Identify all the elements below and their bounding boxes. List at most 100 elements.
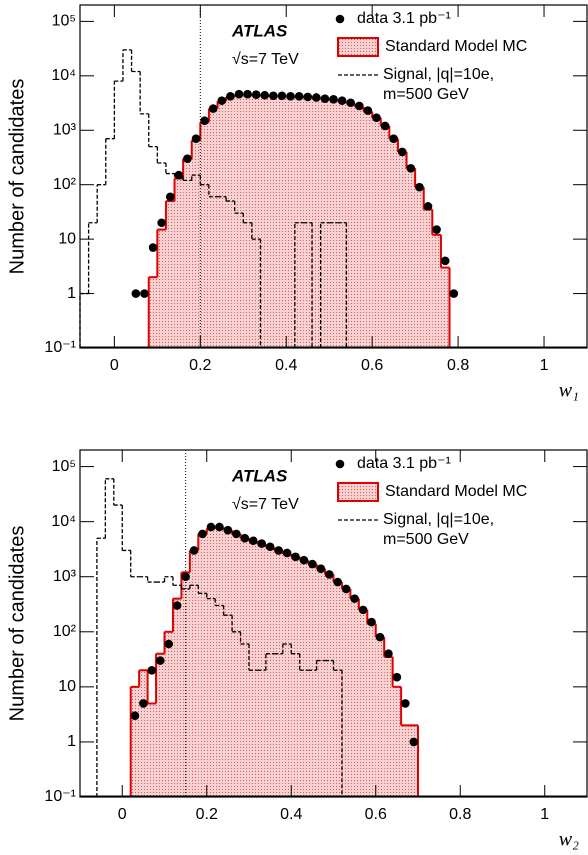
data-point <box>380 121 390 131</box>
x-tick-label: 0 <box>110 357 119 374</box>
mc-bin <box>354 106 364 348</box>
mc-bin <box>157 229 166 348</box>
mc-bin <box>299 560 309 797</box>
data-point <box>346 98 355 108</box>
data-point <box>337 96 347 105</box>
data-point <box>350 594 359 603</box>
mc-bin <box>282 553 292 797</box>
mc-bin <box>294 96 304 348</box>
legend-label: Signal, |q|=10e, m=500 GeV <box>383 511 495 548</box>
data-point <box>181 572 190 582</box>
data-point <box>217 96 227 105</box>
mc-bin <box>189 550 199 797</box>
mc-bin <box>337 101 347 348</box>
mc-bin <box>346 103 355 348</box>
legend-marker <box>335 459 345 469</box>
data-point <box>223 525 233 535</box>
mc-bin <box>303 97 313 348</box>
y-tick-label: 10⁴ <box>51 67 76 84</box>
data-point <box>389 134 398 143</box>
mc-bin <box>440 267 450 348</box>
data-point <box>265 542 275 552</box>
mc-bin <box>274 550 283 797</box>
mc-bin <box>291 556 300 797</box>
mc-bin <box>333 582 342 797</box>
chart: 10⁻¹ 1 10 10² 10³ 10⁴ 10⁵ 0 0.2 0.4 0.6 0.8 1 w₁ Numbe… <box>6 4 588 402</box>
energy-label: √s=7 TeV <box>232 51 299 68</box>
legend-marker <box>337 37 379 57</box>
data-point <box>215 522 224 532</box>
x-axis-label: w₁ <box>559 380 579 402</box>
y-tick-label: 1 <box>67 733 76 750</box>
mc-bin <box>372 117 381 348</box>
y-tick-label: 10 <box>58 678 76 695</box>
mc-bin <box>389 138 398 348</box>
data-point <box>165 192 175 202</box>
mc-bin <box>392 686 402 797</box>
legend-label: data 3.1 pb⁻¹ <box>357 10 451 27</box>
data-point <box>367 617 376 627</box>
mc-bin <box>156 653 165 797</box>
y-tick-label: 10⁵ <box>52 458 76 475</box>
y-tick-label: 10³ <box>53 121 77 138</box>
x-tick-label: 0.6 <box>361 357 383 374</box>
mc-bin <box>312 98 321 348</box>
legend-box: Signal, |q|=10e, m=500 GeV <box>383 66 495 103</box>
data-point <box>312 93 321 102</box>
data-point <box>449 289 459 298</box>
data-point <box>131 289 141 298</box>
data-point <box>440 256 450 266</box>
data-point <box>174 170 184 180</box>
data-point <box>243 89 252 99</box>
data-point <box>200 116 209 125</box>
data-point <box>277 91 287 101</box>
frame <box>79 449 588 798</box>
data-point <box>329 95 338 104</box>
mc-bin <box>148 277 158 348</box>
legend-marker <box>335 14 345 24</box>
data-point <box>226 92 235 101</box>
x-tick-label: 0.4 <box>275 357 297 374</box>
data-point <box>299 555 309 565</box>
mc-bin <box>217 101 227 348</box>
mc-bin <box>423 209 433 348</box>
y-tick-label: 10² <box>53 623 77 640</box>
mc-bin <box>139 670 148 797</box>
x-tick-label: 0.2 <box>196 806 218 823</box>
x-tick-label: 0.8 <box>447 357 469 374</box>
data-point <box>392 672 402 682</box>
data-point <box>191 134 201 143</box>
data-point <box>409 737 419 747</box>
x-tick-label: 0 <box>118 806 127 823</box>
mc-bin <box>432 234 441 348</box>
y-tick-label: 10⁻¹ <box>44 788 76 805</box>
mc-bin <box>329 99 338 348</box>
mc-bin <box>226 96 235 348</box>
mc-bin <box>206 528 216 797</box>
data-point <box>333 577 343 587</box>
data-point <box>286 92 295 101</box>
data-point <box>269 91 278 101</box>
mc-bin <box>198 533 207 797</box>
mc-bin <box>269 95 278 348</box>
mc-bin <box>363 111 373 348</box>
mc-bin <box>325 574 334 797</box>
legend-label: Standard Model MC <box>385 483 527 500</box>
x-tick-label: 1 <box>540 806 549 823</box>
data-point <box>372 113 381 123</box>
mc-bin <box>384 656 393 797</box>
data-point <box>260 90 270 100</box>
chart: 10⁻¹ 1 10 10² 10³ 10⁴ 10⁵ 0 0.2 0.4 0.6 0.8 1 w₂ Numbe… <box>6 449 588 851</box>
data-point <box>139 699 148 708</box>
legend-label: Signal, |q|=10e, m=500 GeV <box>383 66 495 103</box>
mc-bin <box>265 547 275 797</box>
y-tick-label: 10² <box>53 176 77 193</box>
experiment-label: ATLAS <box>231 466 288 485</box>
data-point <box>257 539 266 548</box>
experiment-label: ATLAS <box>231 21 288 40</box>
data-point <box>148 243 158 252</box>
mc-bin <box>165 201 175 348</box>
mc-bin <box>208 108 218 349</box>
mc-bin <box>406 168 416 348</box>
